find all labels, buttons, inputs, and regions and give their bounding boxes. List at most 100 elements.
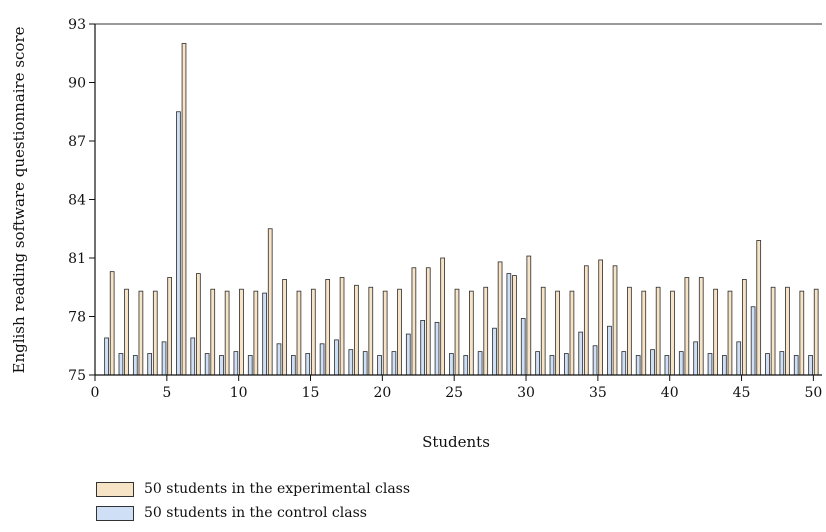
bar-control-29 (506, 273, 512, 376)
x-tick-label-0: 0 (91, 385, 100, 401)
bar-experimental-34 (583, 265, 589, 376)
x-tick-label-5: 5 (162, 385, 171, 401)
bar-experimental-5 (167, 277, 172, 376)
bar-control-27 (477, 351, 483, 376)
bar-control-16 (319, 343, 325, 376)
bar-control-15 (305, 353, 311, 376)
bar-control-45 (736, 341, 742, 376)
bar-control-19 (362, 351, 368, 376)
bar-control-4 (147, 353, 153, 376)
bar-chart: 75 78 81 84 87 90 93 0 5 10 15 20 25 30 35 40 45 50 Stud… (10, 17, 822, 451)
chart-legend: 50 students in the experimental class 50… (96, 478, 410, 526)
bar-experimental-17 (339, 277, 345, 376)
bar-control-35 (592, 345, 598, 376)
bar-experimental-42 (698, 277, 704, 376)
x-tick-label-25: 25 (445, 385, 463, 401)
bar-control-17 (334, 339, 339, 376)
y-tick-label-87: 87 (68, 134, 86, 150)
bar-control-39 (650, 349, 655, 376)
bar-control-48 (779, 351, 785, 376)
x-tick-label-15: 15 (302, 385, 320, 401)
bar-experimental-20 (382, 290, 388, 376)
bar-control-42 (693, 341, 698, 376)
bar-experimental-8 (210, 288, 216, 376)
bar-experimental-19 (368, 286, 374, 376)
bar-experimental-2 (124, 288, 129, 376)
bar-control-5 (161, 341, 167, 376)
x-tick-label-20: 20 (373, 385, 391, 401)
bar-experimental-12 (267, 228, 273, 376)
x-axis-ticks: 0 5 10 15 20 25 30 35 40 45 50 (91, 375, 822, 401)
bar-experimental-24 (440, 257, 445, 376)
bar-experimental-41 (684, 277, 690, 376)
y-tick-label-90: 90 (68, 76, 86, 92)
bar-control-32 (549, 355, 555, 376)
bar-experimental-7 (196, 273, 201, 376)
y-axis-title: English reading software questionnaire s… (10, 26, 28, 373)
bar-experimental-1 (109, 271, 115, 376)
bar-control-9 (219, 355, 224, 376)
bar-experimental-18 (354, 284, 359, 376)
bar-control-28 (492, 327, 497, 376)
y-tick-label-93: 93 (68, 17, 86, 33)
bar-experimental-39 (655, 286, 661, 376)
bar-experimental-33 (569, 290, 575, 376)
x-tick-label-40: 40 (661, 385, 679, 401)
bar-experimental-26 (469, 290, 474, 376)
bar-control-46 (750, 306, 756, 376)
legend-item-control: 50 students in the control class (96, 502, 410, 524)
bar-experimental-22 (411, 267, 417, 376)
bar-control-21 (391, 351, 397, 376)
bar-control-49 (793, 355, 799, 376)
bar-control-47 (765, 353, 770, 376)
legend-label-control: 50 students in the control class (144, 505, 367, 521)
y-tick-label-78: 78 (68, 310, 86, 326)
bar-experimental-10 (239, 288, 244, 376)
legend-label-experimental: 50 students in the experimental class (144, 481, 411, 497)
bar-experimental-31 (540, 286, 546, 376)
bar-control-25 (449, 353, 454, 376)
bar-experimental-27 (483, 286, 489, 376)
bar-experimental-48 (785, 286, 790, 376)
bar-control-37 (621, 351, 627, 376)
bar-control-18 (348, 349, 354, 376)
bar-experimental-37 (627, 286, 632, 376)
bar-experimental-15 (310, 288, 316, 376)
bar-control-26 (463, 355, 469, 376)
bar-experimental-9 (224, 290, 230, 376)
y-axis-ticks: 75 78 81 84 87 90 93 (68, 17, 95, 384)
bar-experimental-6 (181, 43, 187, 376)
bar-experimental-29 (512, 275, 517, 376)
bar-experimental-49 (799, 290, 805, 376)
legend-item-experimental: 50 students in the experimental class (96, 478, 410, 500)
x-tick-label-35: 35 (589, 385, 607, 401)
bar-experimental-16 (325, 279, 331, 376)
bar-experimental-21 (397, 288, 402, 376)
x-tick-label-50: 50 (804, 385, 822, 401)
bar-control-31 (535, 351, 540, 376)
y-tick-label-81: 81 (68, 251, 86, 267)
bar-control-34 (578, 331, 584, 376)
bar-control-43 (707, 353, 713, 376)
bar-experimental-32 (555, 290, 560, 376)
x-tick-label-30: 30 (517, 385, 535, 401)
y-tick-label-75: 75 (68, 368, 86, 384)
bar-experimental-44 (727, 290, 733, 376)
bar-control-10 (233, 351, 239, 376)
bar-experimental-38 (641, 290, 647, 376)
bar-control-22 (405, 333, 411, 376)
bar-experimental-36 (612, 265, 618, 376)
x-tick-label-10: 10 (230, 385, 248, 401)
bar-control-30 (520, 318, 526, 376)
bar-experimental-40 (670, 290, 675, 376)
bar-control-36 (607, 325, 612, 376)
legend-swatch-control (96, 505, 134, 521)
bar-experimental-47 (770, 286, 776, 376)
bar-control-41 (678, 351, 684, 376)
bar-experimental-23 (425, 267, 431, 376)
bar-control-3 (132, 355, 138, 376)
bar-control-23 (420, 319, 425, 376)
bar-control-40 (664, 355, 670, 376)
bar-experimental-35 (598, 259, 604, 376)
bar-experimental-30 (526, 255, 532, 376)
